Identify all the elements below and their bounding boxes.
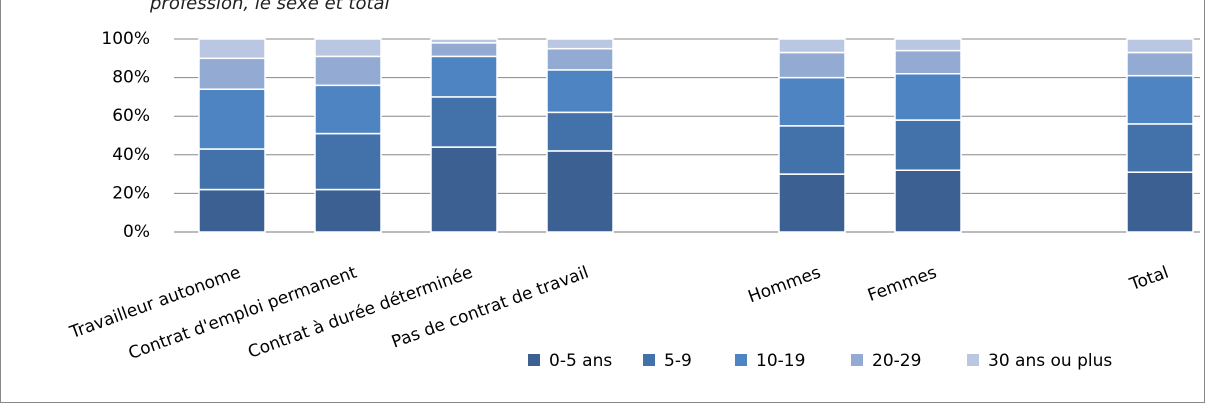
bar-segment (314, 38, 382, 58)
bar-segment (430, 96, 498, 148)
bar-segment (430, 42, 498, 58)
bar-segment (778, 51, 846, 79)
bar-segment (546, 69, 614, 114)
bar-segment (894, 38, 962, 52)
bar-segment (894, 119, 962, 171)
bar-segment (198, 148, 266, 191)
bar-segment (1126, 74, 1194, 125)
bar-segment (314, 55, 382, 87)
legend-label: 10-19 (756, 351, 805, 371)
legend-swatch (643, 354, 655, 366)
bar-segment (546, 111, 614, 152)
chart-title: profession, le sexe et total (149, 0, 390, 14)
bar-segment (314, 84, 382, 135)
bar-segment (546, 38, 614, 50)
legend-label: 5-9 (664, 351, 692, 371)
legend-swatch (851, 354, 863, 366)
bar-segment (778, 76, 846, 127)
bar-segment (430, 55, 498, 98)
bar-segment (1126, 38, 1194, 54)
x-tick-label: Total (1126, 263, 1171, 296)
legend-swatch (528, 354, 540, 366)
x-tick-label: Contrat à durée déterminée (245, 263, 475, 363)
legend-label: 0-5 ans (549, 351, 612, 371)
y-tick-label: 80% (112, 68, 150, 88)
bar-segment (894, 49, 962, 75)
bar-segment (546, 47, 614, 71)
x-tick-label: Femmes (865, 263, 939, 306)
y-tick-label: 40% (112, 145, 150, 165)
legend-label: 20-29 (872, 351, 921, 371)
bar-segment (546, 150, 614, 233)
y-tick-label: 60% (112, 106, 150, 126)
y-tick-label: 100% (101, 29, 150, 49)
x-tick-label: Pas de contrat de travail (389, 263, 591, 353)
bar-segment (198, 88, 266, 150)
bar-segment (314, 132, 382, 191)
legend-swatch (967, 354, 979, 366)
bar-segment (894, 169, 962, 233)
y-tick-label: 20% (112, 183, 150, 203)
bar-segment (778, 38, 846, 54)
bar-segment (198, 57, 266, 90)
y-tick-label: 0% (123, 222, 150, 242)
x-tick-label: Contrat d'emploi permanent (126, 262, 360, 363)
bar-segment (314, 188, 382, 233)
bar-segment (778, 125, 846, 175)
bar-segment (894, 72, 962, 121)
bar-segment (198, 188, 266, 233)
bar-segment (430, 38, 498, 44)
bar-segment (1126, 51, 1194, 77)
bar-segment (198, 38, 266, 60)
bar-segment (430, 146, 498, 233)
x-tick-label: Hommes (746, 263, 824, 308)
legend-label: 30 ans ou plus (988, 351, 1112, 371)
bar-segment (1126, 123, 1194, 173)
bar-segment (1126, 171, 1194, 233)
bar-segment (778, 173, 846, 233)
legend-swatch (735, 354, 747, 366)
